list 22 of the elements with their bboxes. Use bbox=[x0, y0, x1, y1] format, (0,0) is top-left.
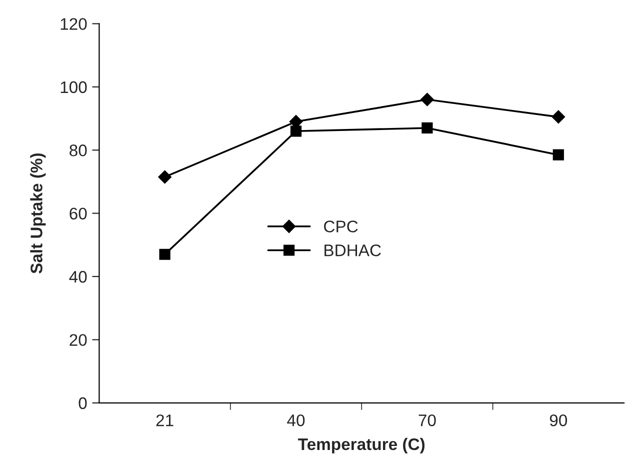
x-tick-label: 40 bbox=[287, 414, 305, 426]
legend-label: CPC bbox=[324, 220, 358, 232]
x-tick-label: 21 bbox=[156, 414, 174, 426]
y-tick-label: 40 bbox=[69, 270, 87, 283]
x-axis-title: Temperature (C) bbox=[298, 438, 425, 454]
legend-label: BDHAC bbox=[324, 244, 381, 256]
y-axis-title: Salt Uptake (%) bbox=[30, 153, 46, 274]
point bbox=[552, 110, 565, 124]
point bbox=[159, 248, 170, 260]
point bbox=[420, 92, 434, 106]
x-tick-label: 90 bbox=[550, 414, 568, 426]
y-tick-label: 120 bbox=[60, 18, 87, 30]
point bbox=[422, 122, 433, 134]
y-tick-label: 100 bbox=[60, 81, 87, 94]
point bbox=[552, 149, 564, 160]
y-tick-label: 0 bbox=[78, 397, 87, 410]
point bbox=[158, 170, 172, 184]
x-tick-label: 70 bbox=[418, 414, 436, 426]
point bbox=[290, 126, 302, 137]
y-tick-label: 20 bbox=[70, 334, 87, 346]
y-tick-label: 80 bbox=[70, 144, 87, 156]
y-tick-label: 60 bbox=[70, 208, 87, 220]
